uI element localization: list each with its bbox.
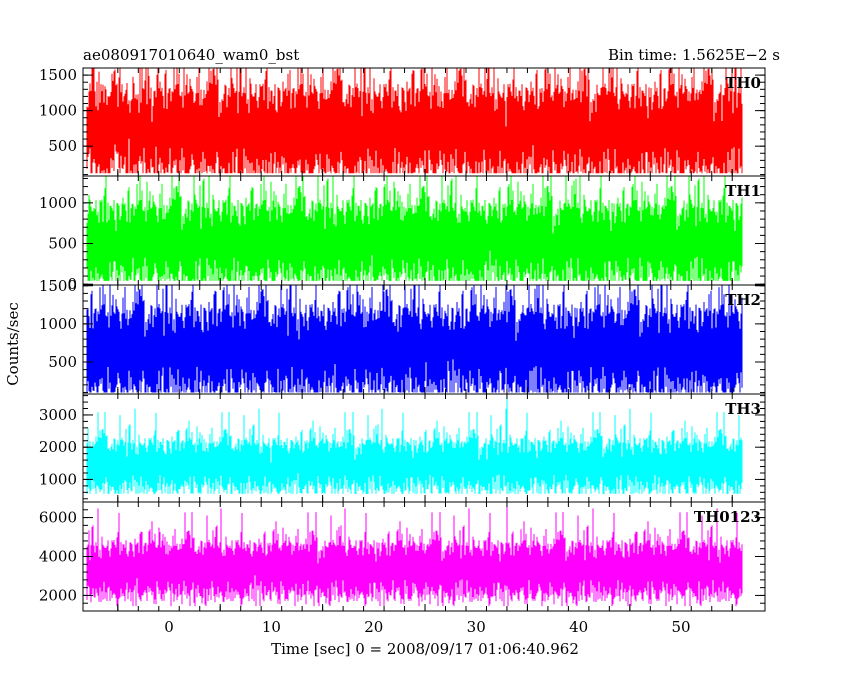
x-tick-label: 20	[364, 618, 383, 636]
series-th0	[86, 68, 743, 174]
x-tick-label: 0	[164, 618, 174, 636]
panels-group: 500 1000 1500 TH0 0 500 1000 TH1 500 1000 1500 TH2 1…	[39, 66, 766, 612]
x-tick-label: 10	[262, 618, 281, 636]
x-tick-label: 50	[671, 618, 690, 636]
series-th1	[86, 176, 743, 281]
y-tick-label: 500	[48, 353, 77, 371]
x-axis: 0 10 20 30 40 50	[164, 618, 690, 636]
y-tick-label: 1000	[39, 315, 77, 333]
y-tick-label: 4000	[39, 548, 77, 566]
panel-th2: 500 1000 1500 TH2	[39, 277, 766, 395]
panel-th3: 1000 2000 3000 TH3	[39, 393, 766, 503]
y-axis-label: Counts/sec	[4, 302, 22, 386]
panel-th0123: 2000 4000 6000 TH0123	[39, 501, 766, 612]
panel-label-th1: TH1	[725, 182, 761, 200]
y-tick-label: 0	[67, 275, 77, 293]
panel-label-th0: TH0	[725, 74, 761, 92]
panel-label-th3: TH3	[725, 400, 761, 418]
y-tick-label: 500	[48, 137, 77, 155]
x-tick-label: 30	[467, 618, 486, 636]
chart-title: ae080917010640_wam0_bst	[83, 46, 299, 64]
panel-th1: 0 500 1000 TH1	[39, 175, 766, 293]
series-th2	[86, 285, 743, 393]
panel-label-th2: TH2	[725, 291, 761, 309]
x-tick-label: 40	[569, 618, 588, 636]
y-tick-label: 6000	[39, 509, 77, 527]
y-tick-label: 2000	[39, 586, 77, 604]
y-tick-label: 1000	[39, 194, 77, 212]
y-tick-label: 3000	[39, 406, 77, 424]
panel-th0: 500 1000 1500 TH0	[39, 66, 766, 177]
bin-time-label: Bin time: 1.5625E−2 s	[608, 46, 780, 64]
series-th3	[86, 394, 743, 494]
y-tick-label: 500	[48, 235, 77, 253]
panel-label-th0123: TH0123	[694, 508, 761, 526]
x-axis-label: Time [sec] 0 = 2008/09/17 01:06:40.962	[271, 640, 579, 658]
y-tick-label: 1000	[39, 102, 77, 120]
y-tick-label: 1500	[39, 66, 77, 84]
y-tick-label: 1000	[39, 470, 77, 488]
y-tick-label: 2000	[39, 438, 77, 456]
y-tick-label: 1500	[39, 277, 77, 295]
series-th0123	[86, 502, 743, 607]
